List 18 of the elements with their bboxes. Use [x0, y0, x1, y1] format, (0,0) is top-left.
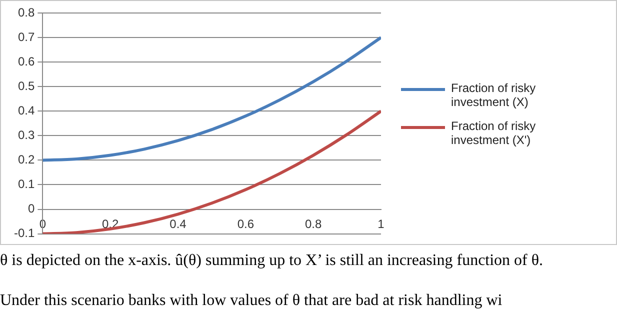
y-tick-label: 0.8	[18, 5, 35, 20]
text: Under this scenario banks with low values of θ that are bad at risk handling wi	[0, 292, 504, 310]
y-tick-label: 0.3	[18, 128, 35, 142]
text: θ is depicted on the x-axis. û(θ) summing up to X’ is still an increasing function of θ.	[0, 252, 544, 270]
x-tick-label: 0.4	[170, 216, 187, 231]
y-tick-label: 0.5	[18, 78, 35, 93]
y-tick-label: 0	[28, 202, 35, 216]
x-tick-label: 1	[378, 216, 385, 231]
y-tick-label: 0.4	[18, 103, 35, 118]
y-tick-label: -0.1	[14, 226, 35, 240]
legend-label: Fraction of risky investment (X')	[451, 119, 537, 147]
y-tick-label: 0.1	[18, 177, 35, 192]
x-tick-label: 0.8	[304, 216, 322, 231]
x-tick-label: 0.6	[237, 216, 254, 231]
y-tick-label: 0.7	[18, 30, 35, 44]
y-tick-label: 0.2	[18, 152, 35, 167]
legend-label: Fraction of risky investment (X)	[451, 81, 537, 109]
y-tick-label: 0.6	[18, 54, 35, 68]
